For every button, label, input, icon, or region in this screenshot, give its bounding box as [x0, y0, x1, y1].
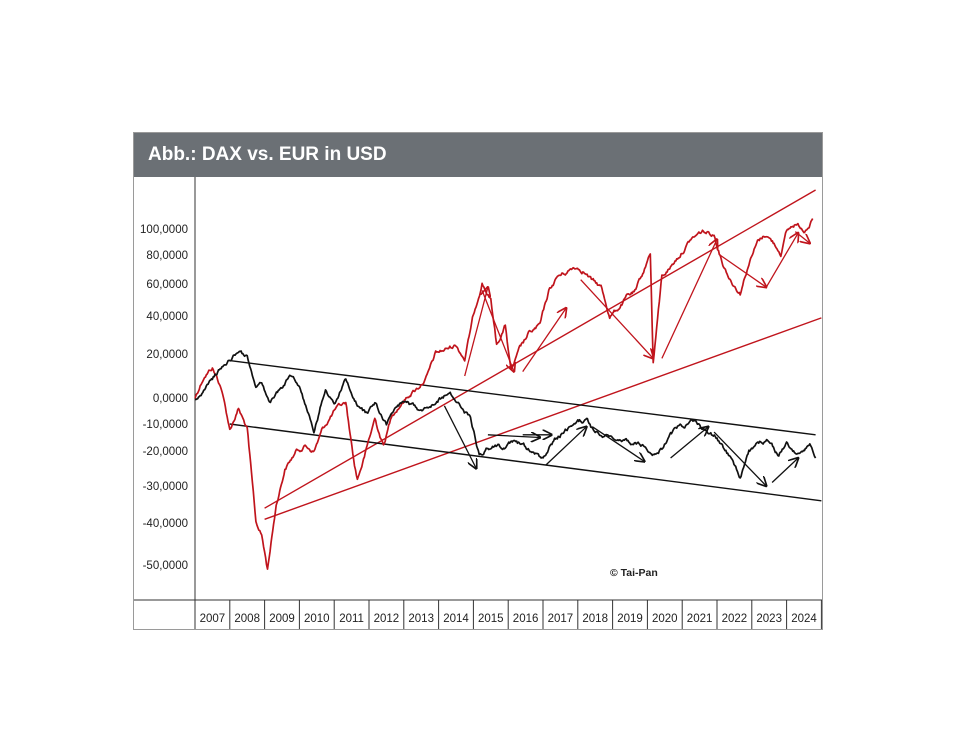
y-tick-label: -50,0000	[143, 560, 188, 572]
trend-arrow	[481, 290, 514, 371]
x-tick-label: 2010	[304, 613, 330, 625]
trend-arrow	[719, 254, 766, 287]
trend-arrow	[713, 431, 766, 486]
x-tick-label: 2023	[756, 613, 782, 625]
x-tick-label: 2016	[513, 613, 539, 625]
x-tick-label: 2013	[408, 613, 434, 625]
trend-arrow	[580, 279, 654, 359]
chart-title: Abb.: DAX vs. EUR in USD	[148, 144, 387, 165]
y-tick-label: 0,0000	[153, 393, 188, 405]
trend-arrow	[670, 427, 709, 459]
trend-line	[264, 317, 822, 520]
y-tick-label: 20,0000	[146, 349, 188, 361]
y-tick-label: 40,0000	[146, 311, 188, 323]
x-tick-label: 2008	[234, 613, 260, 625]
trend-arrow	[443, 405, 476, 469]
x-tick-label: 2017	[548, 613, 574, 625]
x-tick-label: 2009	[269, 613, 295, 625]
y-tick-label: -40,0000	[143, 518, 188, 530]
y-tick-label: 60,0000	[146, 279, 188, 291]
trend-arrow	[765, 233, 798, 288]
x-tick-label: 2020	[652, 613, 678, 625]
title-bar: Abb.: DAX vs. EUR in USD	[134, 133, 822, 177]
x-tick-label: 2021	[687, 613, 713, 625]
x-tick-label: 2007	[200, 613, 226, 625]
x-tick-label: 2012	[374, 613, 400, 625]
x-tick-label: 2024	[791, 613, 817, 625]
x-tick-label: 2015	[478, 613, 504, 625]
y-tick-label: -20,0000	[143, 446, 188, 458]
trend-arrow	[545, 427, 587, 466]
trend-arrow	[771, 458, 798, 483]
series-line-red	[194, 218, 814, 570]
y-tick-label: -30,0000	[143, 481, 188, 493]
trend-arrow	[487, 435, 540, 438]
trend-arrow	[661, 239, 717, 359]
y-tick-label: -10,0000	[143, 419, 188, 431]
trend-line	[229, 423, 822, 502]
y-tick-label: 100,0000	[140, 224, 188, 236]
x-tick-label: 2014	[443, 613, 469, 625]
trend-arrow	[464, 287, 488, 377]
chart-plot: 2007 2008 2009 2010 2011 2012 2013 2014 2015 2016…	[134, 177, 822, 629]
trend-line	[264, 189, 816, 509]
x-tick-label: 2022	[722, 613, 748, 625]
x-tick-label: 2018	[582, 613, 608, 625]
y-tick-label: 80,0000	[146, 250, 188, 262]
x-tick-label: 2019	[617, 613, 643, 625]
chart-frame: Abb.: DAX vs. EUR in USD 2007 2008 2009 201…	[133, 132, 823, 630]
trend-arrow	[522, 308, 567, 372]
series-line-black	[194, 350, 817, 479]
x-tick-label: 2011	[339, 613, 364, 625]
trend-arrow	[794, 231, 810, 244]
trend-line	[229, 359, 816, 436]
copyright-label: © Tai-Pan	[610, 567, 658, 579]
trend-arrow	[591, 426, 644, 462]
